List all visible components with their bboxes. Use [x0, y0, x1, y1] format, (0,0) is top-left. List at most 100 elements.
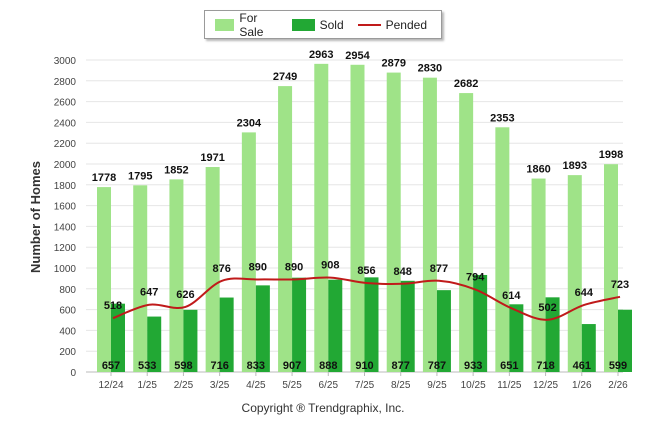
- for-sale-value-label: 2830: [418, 63, 442, 75]
- for-sale-bar: [422, 77, 437, 373]
- pended-value-label: 794: [466, 271, 485, 283]
- for-sale-bar: [495, 127, 510, 373]
- y-tick-label: 1600: [54, 202, 77, 213]
- sold-value-label: 716: [210, 360, 228, 372]
- for-sale-value-label: 2353: [490, 112, 514, 124]
- for-sale-bar: [97, 187, 111, 372]
- y-tick-label: 2400: [54, 118, 77, 129]
- sold-value-label: 907: [283, 360, 301, 372]
- y-tick-label: 2800: [54, 77, 77, 88]
- sold-bar: [111, 303, 125, 372]
- y-tick-label: 400: [59, 326, 76, 337]
- x-tick-label: 1/26: [572, 380, 592, 391]
- for-sale-value-label: 2954: [345, 50, 370, 62]
- x-tick-label: 2/26: [608, 380, 628, 391]
- for-sale-bars: [97, 63, 618, 373]
- for-sale-value-label: 1998: [599, 149, 623, 161]
- sold-value-label: 718: [536, 360, 554, 372]
- x-tick-label: 11/25: [497, 380, 522, 391]
- for-sale-bar: [567, 175, 582, 372]
- y-axis-label: Number of Homes: [28, 161, 43, 273]
- x-tick-label: 12/25: [533, 380, 558, 391]
- pended-value-label: 890: [249, 261, 267, 273]
- for-sale-bar: [169, 179, 184, 372]
- pended-value-label: 644: [575, 287, 594, 299]
- sold-value-label: 888: [319, 360, 337, 372]
- for-sale-value-label: 2749: [273, 71, 297, 83]
- sold-bar: [292, 277, 307, 372]
- x-tick-label: 1/25: [137, 380, 157, 391]
- for-sale-swatch: [215, 18, 235, 31]
- sold-bar: [328, 279, 343, 372]
- sold-value-label: 651: [500, 360, 518, 372]
- sold-bar: [400, 280, 415, 372]
- legend-item-sold[interactable]: Sold: [291, 18, 344, 32]
- sold-value-label: 461: [573, 360, 591, 372]
- pended-value-label: 877: [430, 263, 448, 275]
- x-tick-label: 9/25: [427, 380, 447, 391]
- x-tick-label: 5/25: [282, 380, 302, 391]
- legend-item-for-sale[interactable]: For Sale: [215, 11, 278, 39]
- sold-value-label: 877: [392, 360, 410, 372]
- legend-label-pended: Pended: [385, 17, 427, 32]
- for-sale-bar: [604, 164, 618, 372]
- x-tick-label: 4/25: [246, 380, 266, 391]
- pended-value-label: 890: [285, 261, 303, 273]
- sold-bar: [473, 274, 488, 372]
- pended-value-label: 908: [321, 260, 339, 272]
- pended-swatch: [357, 23, 381, 26]
- for-sale-value-label: 1893: [563, 160, 587, 172]
- for-sale-bar: [350, 64, 365, 372]
- for-sale-value-label: 1852: [164, 164, 188, 176]
- pended-value-label: 856: [357, 265, 375, 277]
- for-sale-bar: [386, 72, 401, 373]
- for-sale-bar: [531, 178, 546, 372]
- copyright-text: Copyright ® Trendgraphix, Inc.: [241, 401, 405, 415]
- y-tick-label: 1400: [54, 222, 77, 233]
- for-sale-value-label: 2963: [309, 49, 333, 61]
- y-tick-label: 1200: [54, 243, 77, 254]
- y-tick-label: 3000: [54, 56, 77, 67]
- for-sale-bar: [278, 86, 293, 372]
- sold-value-label: 598: [174, 360, 192, 372]
- sold-bar: [581, 324, 596, 372]
- y-tick-label: 2200: [54, 139, 77, 150]
- for-sale-bar: [314, 63, 329, 373]
- x-tick-label: 8/25: [391, 380, 411, 391]
- x-tick-label: 12/24: [98, 380, 123, 391]
- x-tick-label: 7/25: [355, 380, 375, 391]
- legend: For Sale Sold Pended: [204, 10, 442, 39]
- legend-item-pended[interactable]: Pended: [357, 17, 427, 32]
- for-sale-bar: [133, 185, 148, 372]
- sold-bar: [618, 309, 632, 372]
- y-tick-label: 800: [59, 285, 76, 296]
- for-sale-bar: [459, 93, 474, 373]
- y-tick-label: 2600: [54, 98, 77, 109]
- pended-value-label: 723: [611, 279, 629, 291]
- pended-value-label: 502: [538, 302, 556, 314]
- for-sale-bar: [241, 132, 256, 372]
- for-sale-value-label: 1971: [200, 152, 224, 164]
- sold-value-label: 833: [247, 360, 265, 372]
- sold-bar: [183, 309, 198, 372]
- data-labels: 1778 657 1795 533 1852 598 1971 716 2304 833 2749 9…: [92, 49, 629, 372]
- for-sale-value-label: 1778: [92, 172, 116, 184]
- y-tick-label: 200: [59, 347, 76, 358]
- y-tick-label: 0: [70, 368, 76, 379]
- legend-label-for-sale: For Sale: [239, 10, 264, 39]
- for-sale-value-label: 1860: [526, 164, 550, 176]
- pended-value-label: 626: [176, 289, 194, 301]
- y-tick-label: 1800: [54, 181, 77, 192]
- pended-curve: [112, 276, 621, 321]
- y-axis-ticks: 0 200 400 600 800 1000 1200 1400 1600 1800 2000 220…: [54, 56, 77, 379]
- pended-value-label: 876: [212, 263, 230, 275]
- y-tick-label: 600: [59, 306, 76, 317]
- x-tick-label: 10/25: [461, 380, 486, 391]
- sold-bar: [509, 304, 524, 372]
- sold-bar: [147, 316, 162, 372]
- for-sale-value-label: 1795: [128, 170, 152, 182]
- pended-value-label: 647: [140, 287, 158, 299]
- for-sale-value-label: 2304: [237, 117, 262, 129]
- sold-bar: [219, 297, 234, 372]
